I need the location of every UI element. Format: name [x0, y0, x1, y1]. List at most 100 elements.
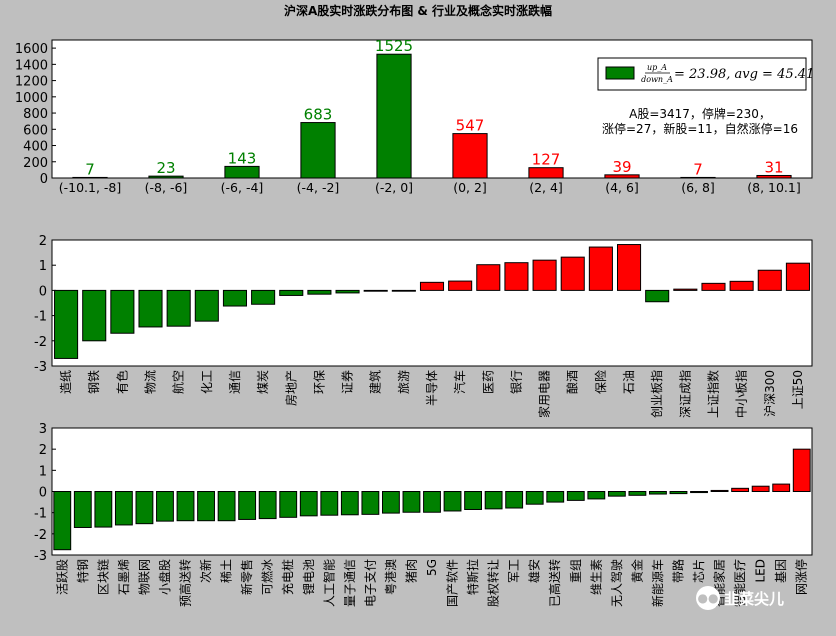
x-tick-label: 基因 [774, 559, 788, 583]
y-tick-label: 3 [39, 422, 47, 437]
sector-bar [138, 289, 163, 328]
x-tick-label: 化工 [200, 370, 214, 394]
bar-data-label: 127 [532, 151, 561, 169]
x-tick-label: 创业板指 [649, 370, 664, 418]
stats-annotation: 涨停=27，新股=11，自然涨停=16 [602, 121, 798, 136]
sector-bar [448, 280, 473, 291]
x-tick-label: 家用电器 [537, 370, 552, 418]
sector-bar [307, 289, 332, 295]
sector-bar [251, 289, 276, 305]
x-tick-label: 人工智能 [321, 559, 336, 607]
x-tick-label: 雄安 [527, 559, 542, 583]
x-tick-label: (-6, -4] [221, 180, 264, 195]
x-tick-label: 航空 [171, 370, 186, 394]
x-tick-label: 造纸 [59, 370, 73, 394]
sector-bar [443, 491, 462, 512]
sector-bar [588, 246, 613, 291]
x-tick-label: (-4, -2] [297, 180, 340, 195]
sector-bar [566, 491, 585, 501]
y-tick-label: 0 [39, 486, 47, 501]
sector-bar [135, 491, 154, 525]
y-tick-label: 1 [39, 464, 47, 479]
x-tick-label: 钢铁 [87, 370, 101, 394]
sector-bar [54, 289, 79, 359]
distribution-bar [756, 174, 792, 179]
sector-bar [505, 491, 524, 509]
x-tick-label: 石墨烯 [117, 559, 131, 595]
x-tick-label: 芯片 [692, 559, 706, 583]
stats-annotation: A股=3417，停牌=230， [629, 106, 771, 121]
y-tick-label: 600 [23, 123, 48, 138]
sector-bar [197, 491, 215, 522]
x-tick-label: 粤港澳 [383, 559, 398, 595]
sector-bar [423, 491, 441, 513]
sector-bar [772, 483, 791, 493]
bar-data-label: 143 [228, 149, 257, 167]
distribution-bar [680, 176, 716, 179]
sector-bar [785, 262, 810, 291]
x-tick-label: 上证50 [791, 370, 805, 409]
x-tick-label: 网涨停 [794, 559, 809, 595]
distribution-bar [72, 176, 108, 179]
x-tick-label: LED [754, 559, 768, 583]
distribution-bar [452, 133, 488, 179]
sector-bar [476, 264, 501, 291]
x-tick-label: (6, 8] [681, 180, 715, 195]
sector-bar [279, 491, 298, 518]
distribution-bar [148, 175, 184, 179]
sector-bar [402, 491, 421, 513]
x-tick-label: (-2, 0] [375, 180, 413, 195]
y-tick-label: -2 [34, 528, 47, 543]
y-tick-label: 0 [40, 172, 48, 187]
x-tick-label: 证券 [340, 370, 355, 394]
sector-bar [546, 491, 565, 503]
legend-swatch [605, 66, 635, 80]
page-title: 沪深A股实时涨跌分布图 & 行业及概念实时涨跌幅 [283, 4, 553, 18]
sector-bar [701, 282, 726, 291]
sector-bar [53, 491, 72, 551]
sector-bar [94, 491, 113, 528]
x-tick-label: 可燃冰 [260, 559, 275, 595]
sector-bar [587, 491, 606, 500]
sector-bar [335, 289, 360, 294]
x-tick-label: 物联网 [137, 559, 151, 595]
y-tick-label: 1400 [15, 58, 48, 73]
sector-bar [669, 491, 688, 495]
x-tick-label: 重组 [569, 559, 583, 583]
sector-bar [751, 485, 770, 493]
x-tick-label: 活跃股 [55, 559, 69, 595]
y-tick-label: -1 [34, 310, 47, 325]
x-tick-label: 预高送转 [178, 559, 193, 607]
sector-bar [729, 280, 754, 291]
x-tick-label: 特斯拉 [465, 559, 480, 595]
bar-data-label: 23 [156, 159, 175, 177]
bar-data-label: 31 [764, 158, 783, 176]
sector-bar [673, 288, 698, 291]
x-tick-label: (8, 10.1] [747, 180, 801, 195]
x-tick-label: 通信 [228, 370, 242, 394]
sector-bar [710, 489, 729, 493]
sector-bar [222, 289, 248, 307]
legend-label: = 23.98, avg = 45.41 [674, 67, 814, 82]
x-tick-label: 建筑 [368, 370, 383, 394]
y-tick-label: -3 [34, 549, 47, 564]
industry-chart-axes [51, 239, 813, 367]
x-tick-label: 煤炭 [256, 370, 270, 394]
bar-data-label: 1525 [375, 37, 413, 55]
sector-bar [176, 491, 195, 522]
sector-bar [363, 289, 388, 292]
y-tick-label: 2 [39, 443, 47, 458]
x-tick-label: 已高送转 [547, 559, 562, 607]
watermark: ●● 韭菜尖儿 [696, 586, 784, 610]
sector-bar [217, 491, 236, 522]
y-tick-label: 0 [39, 284, 47, 299]
x-tick-label: 半导体 [425, 370, 439, 406]
x-tick-label: 黄金 [629, 559, 644, 583]
x-tick-label: 区块链 [95, 559, 110, 595]
x-tick-label: 上证指数 [705, 370, 720, 418]
sector-bar [156, 491, 174, 522]
x-tick-label: 维生素 [589, 559, 603, 595]
industry-chart: -3 -2 -1 0 1 2 造纸 钢铁 有色 物流 航空 化工 通信 煤炭 房地产 环保 证券 建筑 旅游 半导体汽… [34, 234, 813, 418]
y-tick-label: -2 [34, 335, 47, 350]
